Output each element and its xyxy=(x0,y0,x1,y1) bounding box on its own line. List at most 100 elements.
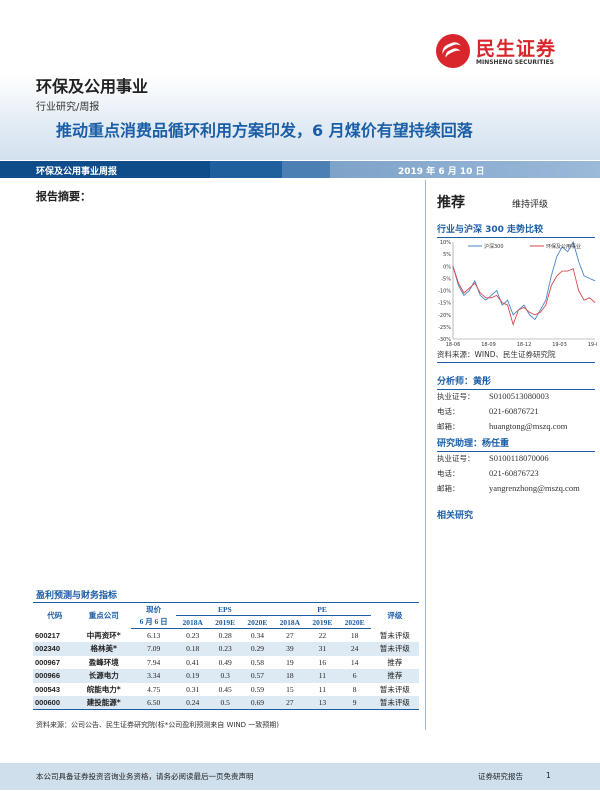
trend-chart: 10% 5% 0% -5% -10% -15% -20% -25% -30%18-06 18-09… xyxy=(438,240,597,348)
page-title: 推动重点消费品循环利用方案印发，6 月煤价有望持续回落 xyxy=(56,121,473,140)
table-cell: 39 xyxy=(273,642,307,656)
table-cell: 11 xyxy=(318,684,327,694)
table-cell: 中再资环* xyxy=(86,630,121,640)
table-cell: 6.50 xyxy=(131,696,177,710)
table-cell: 18 xyxy=(350,631,359,640)
table-cell: 002340 xyxy=(33,642,77,656)
analyst-title: 分析师：黄彤 xyxy=(437,374,595,390)
rating-value: 推荐 xyxy=(437,195,465,211)
analyst-phone: 电话： 021-60876721 xyxy=(437,406,539,416)
table-cell: 0.5 xyxy=(209,696,242,710)
x-tick-label: 18-06 xyxy=(446,342,461,348)
table-cell: 27 xyxy=(286,631,294,640)
col-rating: 评级 xyxy=(387,611,403,621)
table-source: 资料来源：公司公告、民生证券研究院(标*公司盈利预测来自 WIND 一致预期) xyxy=(36,721,280,729)
y-tick-label: 5% xyxy=(443,252,451,258)
table-cell: 000966 xyxy=(33,669,77,683)
logo-icon xyxy=(436,34,470,68)
x-tick-label: 18-12 xyxy=(517,342,532,348)
assistant-phone: 电话： 021-60876723 xyxy=(437,468,539,478)
table-cell: 0.69 xyxy=(241,696,274,710)
table-cell: 24 xyxy=(338,642,371,656)
col-price-date: 6 月 6 日 xyxy=(131,615,177,629)
analyst-license: 执业证号： S0100513080003 xyxy=(437,391,549,401)
table-cell: 0.24 xyxy=(176,696,210,710)
table-cell: 000600 xyxy=(33,696,77,710)
legend-label: 环保及公用事业 xyxy=(546,243,581,250)
y-tick-label: -30% xyxy=(438,337,451,343)
company-logo: 民生证券 MINSHENG SECURITIES xyxy=(436,34,586,70)
table-cell: 14 xyxy=(350,657,359,667)
table-cell: 31 xyxy=(306,642,339,656)
col-price: 现价 xyxy=(146,604,162,614)
table-row: 002340 格林美* 7.09 0.18 0.23 0.29 39 31 24 暂未评级 xyxy=(33,642,419,656)
col-year: 2019E xyxy=(306,615,339,629)
table-cell: 暂未评级 xyxy=(370,642,419,656)
industry-title: 环保及公用事业 xyxy=(36,77,149,96)
table-cell: 6 xyxy=(338,669,371,683)
col-year: 2020E xyxy=(338,615,371,629)
table-cell: 0.28 xyxy=(218,631,232,640)
table-cell: 0.18 xyxy=(176,642,210,656)
y-tick-label: -10% xyxy=(438,289,451,295)
related-research-heading: 相关研究 xyxy=(437,511,474,521)
table-cell: 8 xyxy=(352,684,357,694)
table-cell: 000967 xyxy=(35,657,61,667)
table-cell: 皖能电力* xyxy=(86,684,121,694)
table-cell: 22 xyxy=(318,631,327,640)
col-pe: PE xyxy=(317,604,327,614)
chart-title: 行业与沪深 300 走势比较 xyxy=(437,222,595,238)
table-cell: 盈峰环境 xyxy=(88,657,119,667)
analyst-email[interactable]: 邮箱： huangtong@mszq.com xyxy=(437,421,568,431)
table-cell: 推荐 xyxy=(370,669,419,683)
assistant-email[interactable]: 邮箱： yangrenzhong@mszq.com xyxy=(437,483,580,493)
table-row: 000543 皖能电力* 4.75 0.31 0.45 0.59 15 11 8 暂未评级 xyxy=(33,683,419,697)
table-cell: 推荐 xyxy=(387,657,403,667)
table-cell: 暂未评级 xyxy=(379,630,410,640)
report-date: 2019 年 6 月 10 日 xyxy=(398,167,485,177)
table-cell: 4.75 xyxy=(147,684,161,694)
assistant-title: 研究助理：杨任重 xyxy=(437,436,595,452)
column-divider xyxy=(425,180,426,730)
report-series: 环保及公用事业周报 xyxy=(36,167,118,177)
table-cell: 9 xyxy=(338,696,371,710)
y-tick-label: -20% xyxy=(438,313,451,319)
table-cell: 0.29 xyxy=(241,642,274,656)
table-cell: 19 xyxy=(286,657,294,667)
table-row: 600217 中再资环* 6.13 0.23 0.28 0.34 27 22 18 暂未评级 xyxy=(33,629,419,643)
table-cell: 3.34 xyxy=(131,669,177,683)
table-title: 盈利预测与财务指标 xyxy=(36,591,118,601)
col-year: 2019E xyxy=(209,615,242,629)
table-row: 000967 盈峰环境 7.94 0.41 0.49 0.58 19 16 14 推荐 xyxy=(33,656,419,670)
y-tick-label: -15% xyxy=(438,301,451,307)
forecast-table: 代码 重点公司 现价 EPS PE 评级 6 月 6 日 2018A 2019E… xyxy=(33,602,419,710)
logo-text: 民生证券 xyxy=(476,38,557,60)
table-cell: 0.59 xyxy=(250,684,264,694)
table-cell: 0.58 xyxy=(250,657,264,667)
x-tick-label: 18-09 xyxy=(481,342,496,348)
table-cell: 0.41 xyxy=(186,657,200,667)
table-cell: 6.13 xyxy=(147,631,161,640)
table-cell: 长源电力 xyxy=(76,669,132,683)
table-cell: 0.34 xyxy=(250,631,264,640)
y-tick-label: 10% xyxy=(440,240,451,246)
page-number: 1 xyxy=(546,771,551,780)
y-tick-label: 0% xyxy=(443,264,451,270)
table-cell: 7.94 xyxy=(147,657,161,667)
footer-bar xyxy=(0,763,600,790)
table-cell: 暂未评级 xyxy=(379,684,410,694)
table-cell: 格林美* xyxy=(76,642,132,656)
summary-heading: 报告摘要： xyxy=(36,190,91,203)
table-cell: 15 xyxy=(286,684,294,694)
chart-source: 资料来源：WIND、民生证券研究院 xyxy=(437,349,595,363)
assistant-license: 执业证号： S0100118070006 xyxy=(437,453,549,463)
report-type: 行业研究/周报 xyxy=(36,102,100,113)
table-cell: 000543 xyxy=(35,684,61,694)
table-cell: 0.19 xyxy=(176,669,210,683)
table-cell: 0.49 xyxy=(218,657,232,667)
table-row: 000966 长源电力 3.34 0.19 0.3 0.57 18 11 6 推荐 xyxy=(33,669,419,683)
table-cell: 建投能源* xyxy=(76,696,132,710)
table-cell: 0.23 xyxy=(209,642,242,656)
legend-label: 沪深300 xyxy=(484,243,504,250)
col-company: 重点公司 xyxy=(88,611,119,621)
